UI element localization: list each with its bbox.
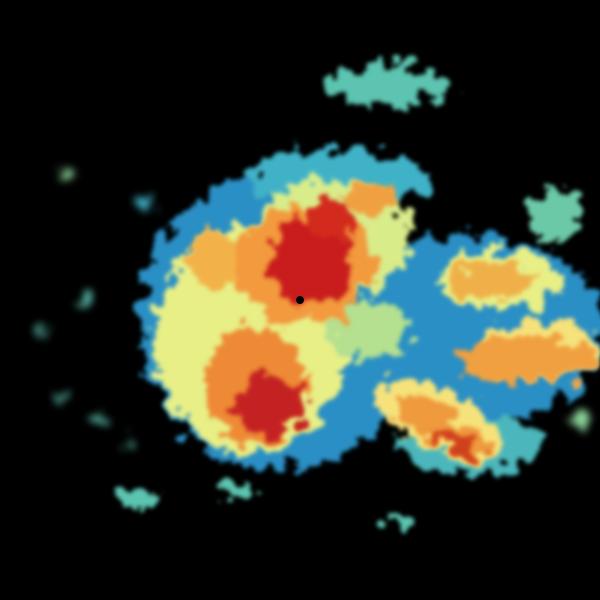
echo-specks <box>34 167 590 451</box>
radar-site <box>296 296 304 304</box>
echo-core <box>235 200 478 456</box>
